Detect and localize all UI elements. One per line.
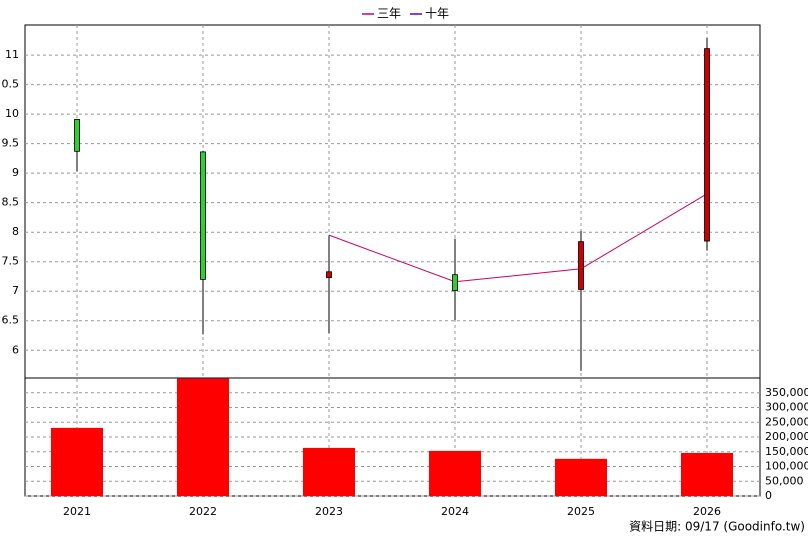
y2-tick-label: 300,000 (765, 401, 808, 414)
candle-body (74, 119, 80, 152)
candle-body (704, 48, 710, 242)
y2-tick-label: 100,000 (765, 460, 808, 473)
y-tick-label: 10 (5, 107, 19, 120)
candle-body (452, 274, 458, 292)
candle-body (326, 271, 332, 279)
y2-tick-label: 50,000 (765, 474, 804, 487)
y-tick-label: 8.5 (2, 196, 20, 209)
x-tick-label: 2022 (189, 505, 217, 518)
volume-bar (177, 378, 229, 496)
y2-tick-label: 200,000 (765, 430, 808, 443)
y-tick-label: 11 (5, 48, 19, 61)
volume-bar (51, 427, 103, 496)
y2-tick-label: 350,000 (765, 386, 808, 399)
line-series (328, 193, 708, 283)
volume-bar (681, 452, 733, 496)
footer: 資料日期: 09/17 (Goodinfo.tw) (629, 520, 805, 534)
candle-body (578, 241, 584, 290)
y2-tick-label: 150,000 (765, 445, 808, 458)
candle-body (200, 151, 206, 280)
volume-bar (429, 450, 481, 496)
y-tick-label: 0.5 (2, 78, 20, 91)
y2-tick-label: 0 (765, 489, 772, 502)
y-tick-label: 6 (12, 343, 19, 356)
y-tick-label: 9 (12, 166, 19, 179)
legend-label: 三年 (377, 7, 401, 21)
y2-tick-label: 250,000 (765, 415, 808, 428)
y-tick-label: 7 (12, 284, 19, 297)
x-tick-label: 2025 (567, 505, 595, 518)
x-tick-label: 2021 (63, 505, 91, 518)
x-tick-label: 2023 (315, 505, 343, 518)
y-tick-label: 8 (12, 225, 19, 238)
legend-label: 十年 (425, 7, 449, 21)
y-tick-label: 9.5 (2, 137, 20, 150)
y-tick-label: 6.5 (2, 314, 20, 327)
y-tick-label: 7.5 (2, 255, 20, 268)
volume-bar (303, 447, 355, 496)
plot-frame (24, 24, 761, 497)
x-tick-label: 2026 (693, 505, 721, 518)
x-tick-label: 2024 (441, 505, 469, 518)
volume-bar (555, 458, 607, 496)
